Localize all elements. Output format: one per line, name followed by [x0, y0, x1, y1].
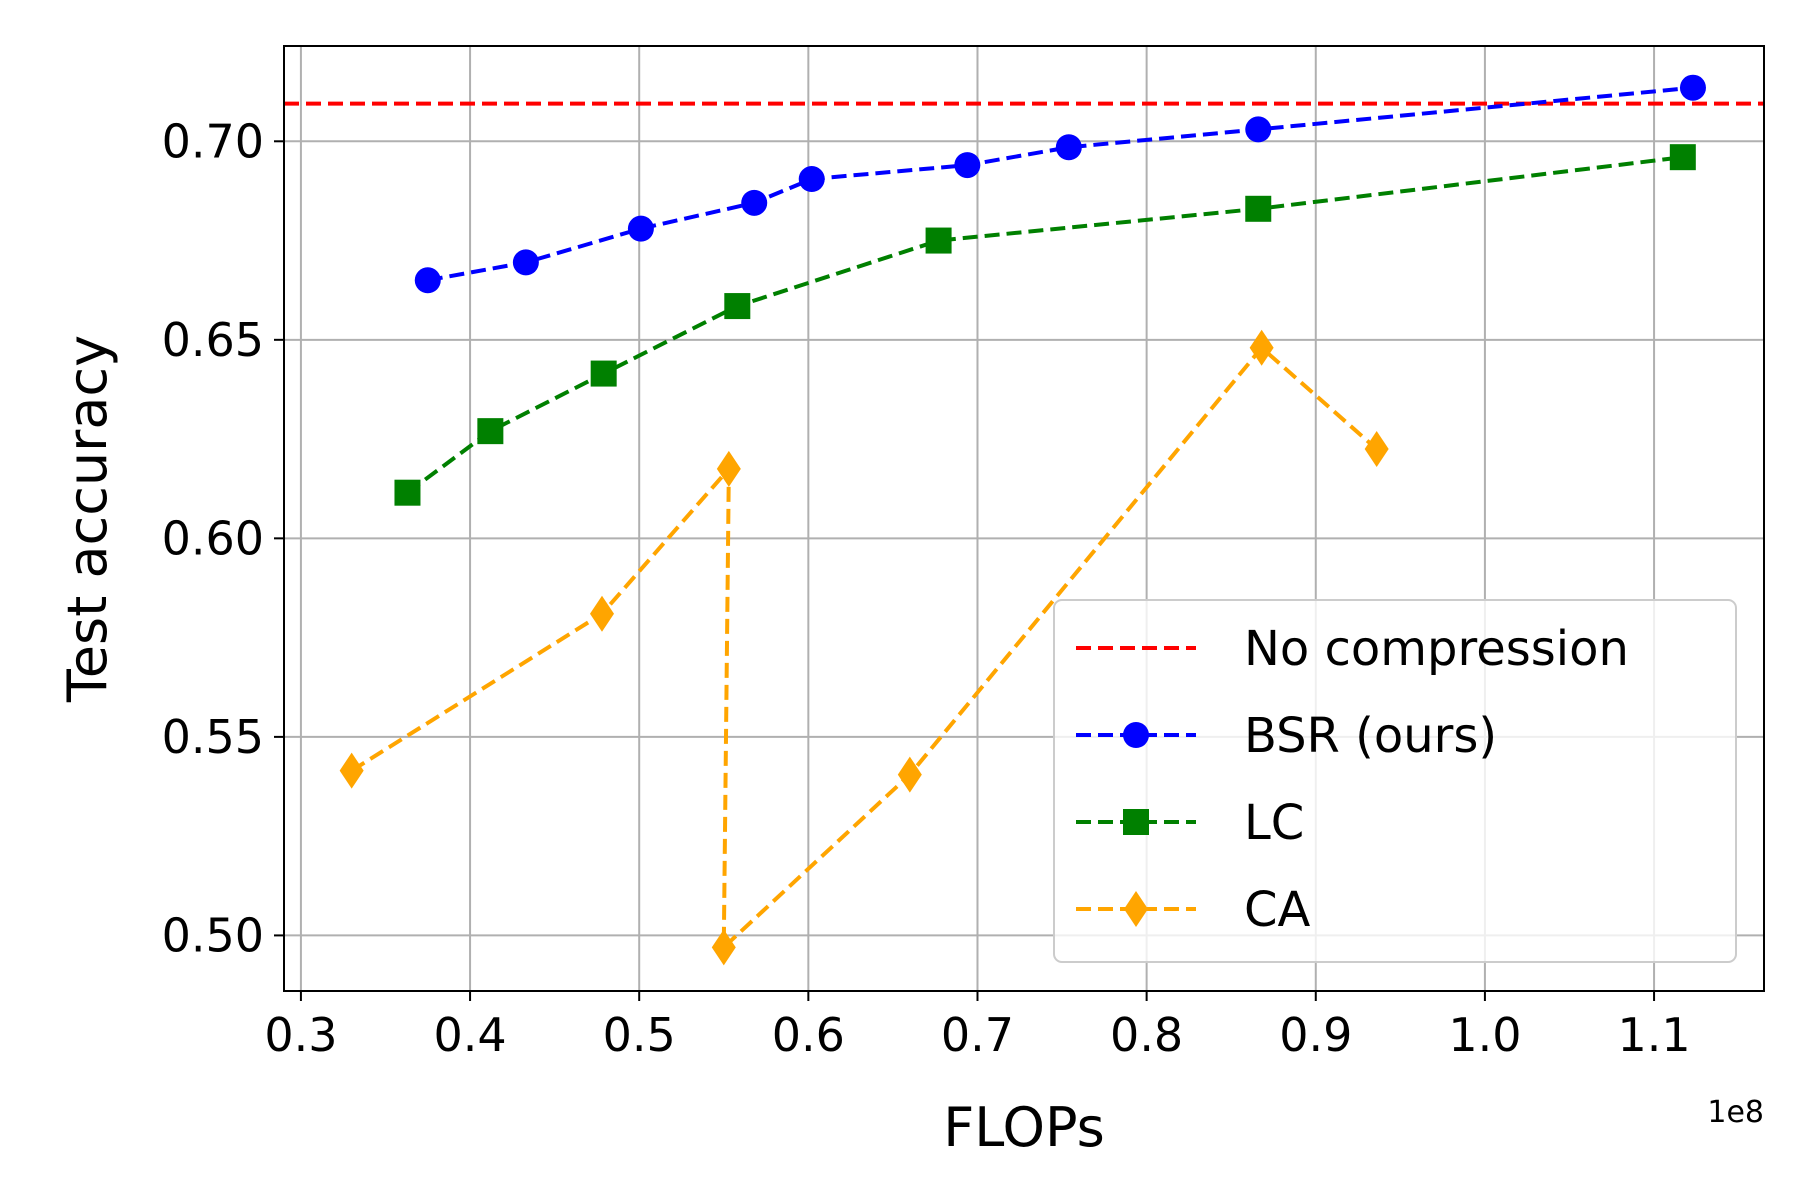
data-point-lc: [477, 418, 504, 445]
data-point-ca: [897, 756, 922, 793]
data-point-bsr-ours: [627, 215, 654, 242]
y-tick-label: 0.50: [162, 908, 264, 962]
x-tick-label: 0.6: [772, 1008, 845, 1062]
series-lc: [394, 144, 1696, 506]
legend-label: CA: [1244, 882, 1311, 938]
data-point-bsr-ours: [1679, 74, 1706, 101]
data-point-bsr-ours: [414, 267, 441, 294]
data-point-lc: [925, 227, 952, 254]
grid: [284, 46, 1764, 991]
x-tick-label: 0.5: [603, 1008, 676, 1062]
data-point-ca: [589, 595, 614, 632]
legend-marker: [1123, 722, 1149, 748]
data-point-bsr-ours: [954, 152, 981, 179]
series-ca: [339, 329, 1389, 966]
data-point-bsr-ours: [512, 249, 539, 276]
y-tick-label: 0.70: [162, 114, 264, 168]
data-point-ca: [1249, 329, 1274, 366]
x-axis-ticks: 0.3 0.4 0.5 0.6 0.7 0.8 0.9 1.0 1.1: [264, 991, 1691, 1062]
legend-marker: [1123, 809, 1149, 835]
x-tick-label: 0.9: [1279, 1008, 1352, 1062]
legend-box: [1053, 599, 1737, 963]
data-point-bsr-ours: [1245, 116, 1272, 143]
legend-label: LC: [1244, 795, 1304, 851]
data-point-lc: [1245, 195, 1272, 222]
plot-frame: [283, 45, 1765, 992]
x-tick-label: 0.7: [941, 1008, 1014, 1062]
x-tick-label: 0.8: [1110, 1008, 1183, 1062]
x-tick-label: 0.4: [433, 1008, 506, 1062]
data-point-bsr-ours: [798, 166, 825, 193]
data-point-bsr-ours: [1055, 134, 1082, 161]
y-axis-label: Test accuracy: [56, 335, 119, 703]
data-point-lc: [724, 293, 751, 320]
x-tick-label: 1.1: [1617, 1008, 1690, 1062]
data-point-ca: [716, 450, 741, 487]
data-point-lc: [1669, 144, 1696, 171]
data-point-lc: [394, 479, 421, 506]
data-point-ca: [1364, 431, 1389, 468]
series-bsr-ours: [414, 74, 1706, 294]
x-axis-label: FLOPs: [943, 1096, 1104, 1159]
x-axis-offset-label: 1e8: [1707, 1095, 1764, 1130]
legend: No compression BSR (ours) LC CA: [1053, 599, 1737, 963]
legend-marker: [1124, 891, 1148, 927]
series-line-bsr-ours: [427, 85, 1694, 283]
legend-label: BSR (ours): [1244, 708, 1497, 764]
x-tick-label: 1.0: [1448, 1008, 1521, 1062]
y-tick-label: 0.55: [162, 710, 264, 764]
y-tick-label: 0.65: [162, 313, 264, 367]
data-point-lc: [590, 360, 617, 387]
y-tick-label: 0.60: [162, 511, 264, 565]
series-line-lc: [406, 155, 1684, 495]
data-point-ca: [339, 752, 364, 789]
data-point-ca: [711, 929, 736, 966]
data-point-bsr-ours: [741, 189, 768, 216]
x-tick-label: 0.3: [264, 1008, 337, 1062]
legend-label: No compression: [1244, 621, 1629, 677]
y-axis-ticks: 0.50 0.55 0.60 0.65 0.70: [162, 114, 284, 962]
series-layer: [339, 74, 1706, 966]
